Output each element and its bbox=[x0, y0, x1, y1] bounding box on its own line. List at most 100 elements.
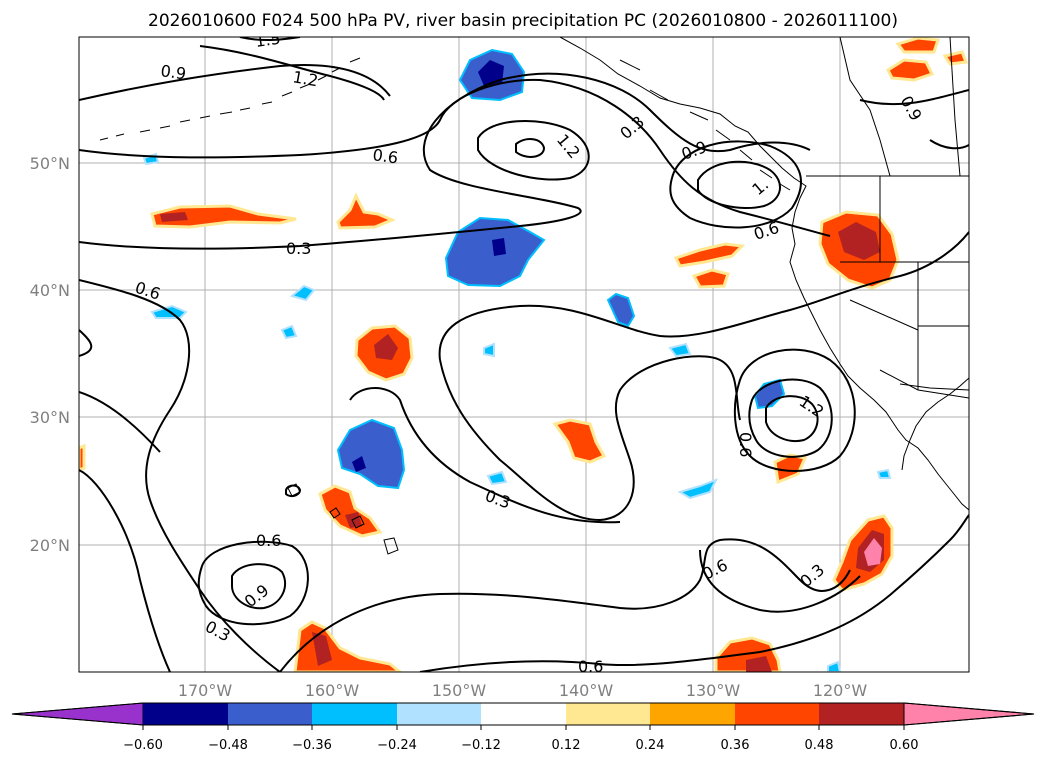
precip-patch-neg-2-core bbox=[492, 238, 506, 256]
contour-label: 0.6 bbox=[736, 432, 755, 457]
precip-patch-pos-13 bbox=[895, 37, 941, 54]
precip-patch-pos-5-core bbox=[345, 512, 362, 528]
precip-patch-neg-6 bbox=[289, 284, 316, 302]
precip-patch-pos-3-core bbox=[374, 334, 398, 360]
colorbar-tick-label: −0.24 bbox=[377, 738, 417, 753]
pv-contour-1.2-north bbox=[199, 45, 385, 101]
colorbar-tick-label: −0.48 bbox=[208, 738, 248, 753]
contour-label: 1.2 bbox=[291, 67, 319, 90]
us-state-borders bbox=[840, 176, 969, 399]
colorbar-tick-label: 0.12 bbox=[552, 738, 581, 753]
precip-patch-neg-14 bbox=[876, 468, 892, 479]
pv-contour-1.5-north bbox=[239, 37, 301, 41]
lon-label: 160°W bbox=[305, 681, 360, 700]
precip-negative-patches bbox=[142, 48, 892, 672]
figure-title: 2026010600 F024 500 hPa PV, river basin … bbox=[148, 11, 898, 31]
pv-contour-0.3-central-south bbox=[439, 355, 741, 522]
pv-contour-0.3-south bbox=[349, 387, 621, 524]
colorbar-extend-high bbox=[903, 702, 1035, 726]
precip-patch-neg-3-core bbox=[352, 456, 366, 472]
lat-label: 30°N bbox=[30, 408, 70, 427]
colorbar-extend-low bbox=[11, 702, 144, 726]
colorbar-segment bbox=[819, 703, 904, 725]
pv-cell-0.9-south bbox=[231, 563, 287, 610]
pv-cell-1.5-west bbox=[515, 138, 546, 158]
alaska-panhandle-islands bbox=[619, 59, 791, 191]
precip-patch-neg-1-core bbox=[478, 60, 504, 86]
canada-province-borders bbox=[839, 37, 961, 177]
colorbar-tick-label: 0.36 bbox=[721, 738, 750, 753]
map-panel: 1.5 0.9 1.2 0.3 0.6 1.2 0.9 1. 0.6 0.6 0… bbox=[30, 29, 970, 700]
pv-contour-0.3-west bbox=[79, 329, 171, 672]
pv-cell-0.9-hawaii-east bbox=[748, 378, 833, 458]
colorbar-tick-label: −0.12 bbox=[461, 738, 501, 753]
precip-patch-neg-15 bbox=[827, 660, 842, 672]
pv-contour-0.3-north bbox=[79, 72, 811, 250]
pv-contour-northeast bbox=[859, 89, 969, 150]
colorbar-segment bbox=[481, 703, 566, 725]
precip-patch-pos-2 bbox=[336, 192, 396, 230]
colorbar-segment bbox=[312, 703, 397, 725]
pv-cell-1.2-east bbox=[697, 160, 781, 210]
pv-contour-0.6-west bbox=[79, 279, 281, 672]
precip-patch-pos-8 bbox=[691, 268, 730, 289]
pv-cell-1.2-west bbox=[477, 120, 590, 181]
colorbar-tick-label: −0.36 bbox=[292, 738, 332, 753]
latitude-labels: 50°N 40°N 30°N 20°N bbox=[30, 154, 70, 555]
colorbar-segment bbox=[566, 703, 650, 725]
precip-patch-neg-8 bbox=[677, 478, 719, 500]
pv-cell-0.6-south bbox=[197, 540, 309, 626]
contour-label: 0.6 bbox=[256, 531, 281, 550]
pv-small-cell bbox=[285, 484, 302, 498]
precip-patch-pos-14 bbox=[886, 58, 935, 82]
contour-label: 0.9 bbox=[159, 61, 187, 83]
pv-contour-0.3-central bbox=[438, 231, 969, 361]
contour-label: 1.5 bbox=[254, 29, 282, 51]
pv-contours bbox=[79, 37, 969, 672]
pv-contour-0.3-bottom bbox=[419, 514, 969, 672]
longitude-labels: 170°W 160°W 150°W 140°W 130°W 120°W bbox=[178, 681, 868, 700]
colorbar-tick-label: 0.24 bbox=[636, 738, 665, 753]
lon-label: 170°W bbox=[178, 681, 233, 700]
precip-patch-neg-4 bbox=[606, 292, 636, 328]
coastlines bbox=[99, 37, 969, 555]
precip-patch-pos-9-core bbox=[838, 222, 880, 260]
precip-patch-pos-4 bbox=[552, 418, 607, 464]
precip-patch-neg-9 bbox=[668, 342, 692, 358]
pv-cell-0.9-east bbox=[669, 140, 802, 229]
colorbar-tick-label: 0.48 bbox=[805, 738, 834, 753]
pv-cell-1.2-hawaii-east bbox=[765, 395, 819, 442]
colorbar-segment bbox=[143, 703, 228, 725]
north-america-coastline bbox=[559, 37, 969, 511]
colorbar-tick-label: 0.60 bbox=[890, 738, 919, 753]
pv-contour-0.6-north bbox=[79, 78, 831, 237]
colorbar: −0.60 −0.48 −0.36 −0.24 −0.12 0.12 0.24 … bbox=[11, 702, 1035, 753]
colorbar-segment bbox=[735, 703, 819, 725]
contour-label: 0.6 bbox=[578, 657, 603, 676]
precip-patch-pos-16 bbox=[79, 443, 86, 472]
precip-patch-pos-6-core bbox=[312, 632, 332, 666]
lat-label: 50°N bbox=[30, 154, 70, 173]
pv-contour-0.3-southeast bbox=[699, 549, 861, 613]
precip-patch-neg-13 bbox=[483, 342, 495, 358]
precip-patch-pos-5 bbox=[318, 484, 383, 538]
lon-label: 150°W bbox=[432, 681, 487, 700]
colorbar-segment bbox=[228, 703, 312, 725]
contour-label: 0.6 bbox=[371, 145, 399, 167]
colorbar-ticks bbox=[142, 725, 905, 730]
colorbar-tick-label: −0.60 bbox=[123, 738, 163, 753]
colorbar-segment bbox=[397, 703, 481, 725]
map-border bbox=[78, 36, 970, 673]
precip-patch-neg-11 bbox=[280, 324, 298, 340]
colorbar-tick-labels: −0.60 −0.48 −0.36 −0.24 −0.12 0.12 0.24 … bbox=[123, 738, 918, 753]
precip-patch-pos-7 bbox=[673, 242, 746, 268]
precip-patch-pos-11-peak bbox=[864, 538, 882, 566]
precip-patch-neg-10 bbox=[486, 470, 508, 486]
lon-label: 120°W bbox=[813, 681, 868, 700]
aleutian-islands bbox=[99, 57, 361, 141]
precip-patch-pos-15 bbox=[942, 50, 969, 66]
precip-patch-pos-12-core bbox=[746, 656, 772, 672]
pv-contour-0.6-south bbox=[279, 538, 851, 672]
pv-contour-0.9-north bbox=[79, 64, 391, 101]
contour-label: 0.3 bbox=[286, 239, 311, 258]
